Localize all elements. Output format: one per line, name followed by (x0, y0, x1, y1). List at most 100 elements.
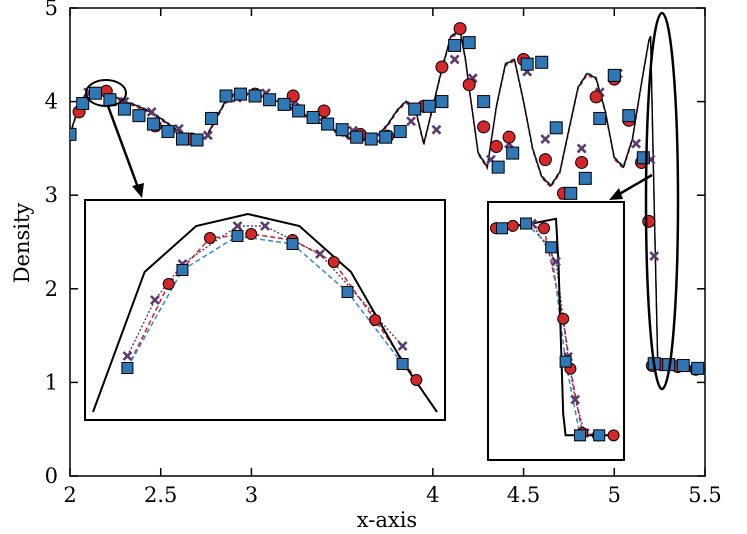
circle-marker (506, 219, 519, 232)
axis-ticks (69, 7, 706, 477)
circle-marker (462, 78, 476, 92)
square-marker (335, 123, 349, 137)
main-plot-series (70, 22, 705, 376)
cross-marker (649, 251, 660, 261)
cross-marker (202, 130, 213, 141)
cross-marker (540, 134, 551, 144)
square-marker (559, 355, 572, 368)
x-tick-label: 3 (245, 483, 258, 507)
x-tick-label: 4.5 (507, 483, 540, 507)
zoom-arrowhead-left (132, 183, 144, 198)
circle-marker (477, 120, 491, 134)
cross-marker (232, 221, 243, 231)
axis-tick-labels: 2 2.5 3 4 4.5 5 5.5 0 1 2 3 4 5 (45, 0, 722, 507)
y-tick-label: 0 (45, 464, 58, 488)
circle-marker (203, 232, 216, 244)
square-marker (175, 132, 189, 146)
square-marker (364, 132, 378, 146)
square-marker (593, 111, 607, 125)
square-marker (161, 125, 175, 139)
y-axis-title: Density (10, 203, 34, 284)
inset-right-frame (487, 201, 625, 461)
circle-marker (538, 222, 550, 235)
circle-marker (327, 256, 340, 268)
square-marker (117, 102, 131, 116)
y-tick-label: 1 (45, 370, 58, 394)
circle-marker (607, 429, 620, 442)
square-marker (379, 130, 393, 144)
x-tick-label: 2 (63, 483, 76, 507)
square-marker (234, 87, 248, 101)
square-marker (676, 359, 690, 373)
inset-left-series (92, 212, 438, 413)
cross-marker (122, 351, 133, 361)
square-marker (691, 361, 705, 375)
circle-marker (162, 278, 175, 290)
x-tick-label: 5.5 (688, 483, 721, 507)
square-marker (496, 222, 508, 235)
square-marker (350, 130, 364, 144)
square-marker (306, 111, 320, 125)
zoom-arrowhead-right (609, 188, 623, 200)
square-marker (321, 117, 335, 131)
square-marker (422, 99, 436, 113)
circle-marker (410, 374, 423, 386)
cross-marker (431, 124, 442, 135)
square-marker (277, 97, 291, 111)
square-marker (520, 57, 534, 71)
cross-marker (449, 54, 460, 65)
square-marker (622, 109, 636, 123)
circle-marker (502, 130, 516, 144)
y-tick-label: 3 (45, 183, 58, 207)
circle-marker (489, 140, 503, 154)
square-marker (146, 117, 160, 131)
square-marker (176, 264, 189, 276)
square-marker (477, 95, 491, 109)
cross-marker (150, 295, 160, 305)
circle-marker (575, 155, 589, 169)
cross-marker (551, 256, 561, 267)
x-tick-label: 2.5 (144, 483, 177, 507)
square-marker (578, 171, 592, 185)
square-marker (70, 127, 77, 141)
square-marker (574, 429, 586, 442)
cross-marker (260, 221, 270, 231)
y-tick-label: 5 (45, 0, 58, 20)
square-marker (121, 362, 134, 374)
zoom-region-ellipse-right (644, 11, 680, 391)
square-marker (520, 217, 532, 230)
square-marker (190, 133, 204, 147)
x-tick-label: 4 (426, 483, 439, 507)
square-marker (76, 96, 90, 110)
zoom-arrow-right (615, 173, 653, 198)
square-marker (88, 86, 102, 100)
circle-marker (435, 60, 449, 74)
square-marker (292, 104, 306, 118)
circle-marker (557, 312, 570, 325)
square-marker (491, 160, 505, 174)
cross-marker (146, 106, 157, 117)
circle-marker (453, 22, 467, 36)
square-marker (448, 38, 462, 52)
square-marker (393, 125, 407, 139)
y-tick-label: 2 (45, 277, 58, 301)
circle-marker (642, 214, 656, 228)
x-tick-label: 5 (608, 483, 621, 507)
square-marker (435, 95, 449, 109)
square-marker (341, 286, 354, 298)
circle-marker (245, 228, 258, 240)
square-marker (286, 238, 299, 250)
square-marker (506, 146, 520, 160)
cross-marker (576, 143, 587, 154)
inset-left-frame (84, 199, 446, 421)
square-marker (593, 429, 606, 442)
square-marker (205, 111, 219, 125)
y-tick-label: 4 (45, 90, 58, 114)
square-marker (219, 89, 233, 103)
x-axis-title: x-axis (357, 508, 417, 532)
inset-square-line (126, 235, 404, 369)
square-marker (396, 358, 409, 370)
cross-marker (406, 116, 417, 127)
cross-marker (315, 249, 325, 259)
